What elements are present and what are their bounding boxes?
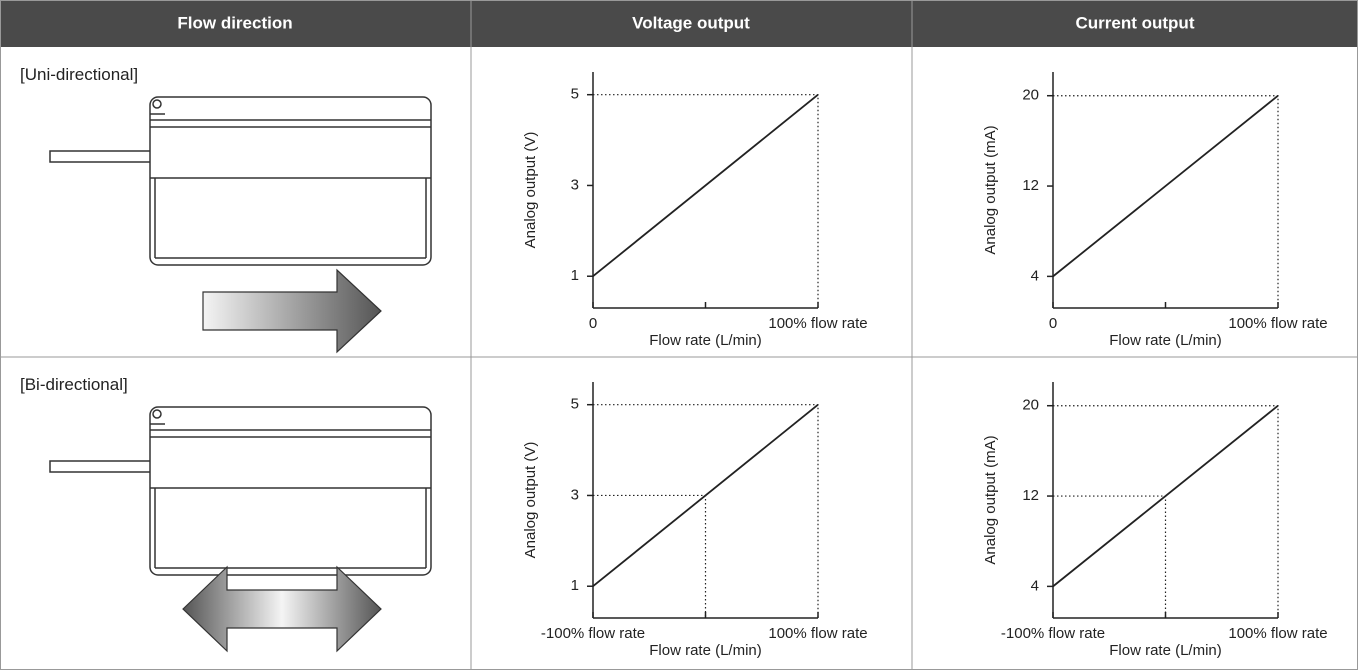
- guide-line: [593, 94, 819, 308]
- header-cell: Flow direction: [177, 13, 292, 32]
- x-axis-label: Flow rate (L/min): [1109, 642, 1222, 659]
- x-tick-label: 0: [1049, 315, 1057, 332]
- y-tick-label: 3: [571, 486, 579, 503]
- guide-line: [593, 494, 707, 618]
- header-bg: [0, 0, 1358, 47]
- device: [49, 96, 432, 266]
- flow-arrow: [182, 565, 382, 653]
- output-line: [592, 403, 819, 587]
- x-tick-label: 0: [589, 315, 597, 332]
- y-tick-label: 12: [1022, 487, 1039, 504]
- y-tick-label: 5: [571, 86, 579, 103]
- output-line: [1052, 95, 1279, 278]
- row-label: [Uni-directional]: [20, 65, 138, 84]
- x-tick-label: -100% flow rate: [541, 625, 645, 642]
- guide-line: [1053, 95, 1279, 308]
- x-tick-label: 100% flow rate: [1228, 625, 1327, 642]
- device: [49, 406, 432, 576]
- y-axis-label: Analog output (mA): [982, 435, 999, 564]
- y-tick-label: 4: [1031, 267, 1039, 284]
- x-axis-label: Flow rate (L/min): [649, 642, 762, 659]
- y-tick-label: 4: [1031, 577, 1039, 594]
- header-cell: Voltage output: [632, 13, 750, 32]
- x-tick-label: 100% flow rate: [768, 315, 867, 332]
- y-tick-label: 20: [1022, 87, 1039, 104]
- x-tick-label: 100% flow rate: [768, 625, 867, 642]
- header-cell: Current output: [1076, 13, 1195, 32]
- y-tick-label: 5: [571, 396, 579, 413]
- x-tick-label: 100% flow rate: [1228, 315, 1327, 332]
- y-tick-label: 1: [571, 267, 579, 284]
- x-tick-label: -100% flow rate: [1001, 625, 1105, 642]
- flow-arrow: [202, 268, 382, 354]
- guide-line: [1053, 495, 1167, 618]
- output-line: [1052, 405, 1279, 588]
- y-axis-label: Analog output (V): [522, 132, 539, 249]
- y-tick-label: 1: [571, 577, 579, 594]
- output-line: [592, 93, 819, 277]
- row-label: [Bi-directional]: [20, 375, 128, 394]
- y-tick-label: 3: [571, 176, 579, 193]
- y-axis-label: Analog output (mA): [982, 125, 999, 254]
- y-axis-label: Analog output (V): [522, 442, 539, 559]
- y-tick-label: 12: [1022, 177, 1039, 194]
- x-axis-label: Flow rate (L/min): [1109, 332, 1222, 349]
- x-axis-label: Flow rate (L/min): [649, 332, 762, 349]
- y-tick-label: 20: [1022, 397, 1039, 414]
